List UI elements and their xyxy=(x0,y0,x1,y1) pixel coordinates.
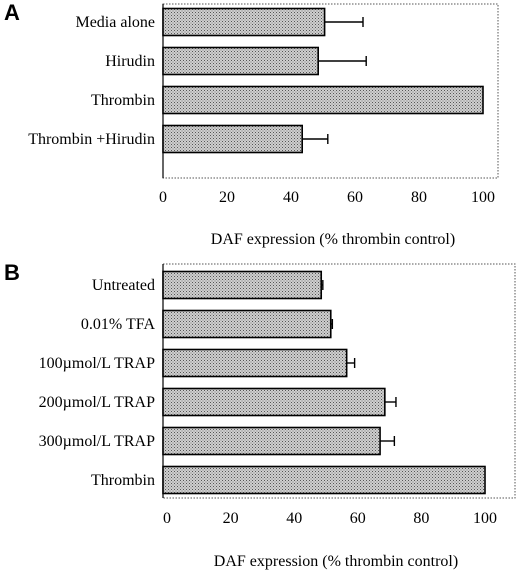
panel-b-bar xyxy=(162,465,486,495)
panel-a-x-tick-label: 20 xyxy=(219,189,235,206)
panel-a-error-bar xyxy=(324,17,364,27)
panel-a-letter: A xyxy=(4,0,20,25)
panel-a-bar xyxy=(162,46,319,76)
panel-a-error-bar xyxy=(302,134,329,144)
panel-a-x-tick-label: 80 xyxy=(411,189,427,206)
panel-b-category-label: 200µmol/L TRAP xyxy=(39,394,155,411)
panel-b-category-label: 0.01% TFA xyxy=(81,316,156,333)
panel-b-bar xyxy=(162,348,348,378)
panel-a-category-label: Media alone xyxy=(75,14,155,31)
panel-b-category-label: Thrombin xyxy=(91,472,155,489)
panel-b-bar xyxy=(162,387,386,417)
panel-b-bar xyxy=(162,426,381,456)
panel-a-x-tick-label: 40 xyxy=(283,189,299,206)
panel-a-bar xyxy=(162,124,303,154)
panel-b-x-tick-label: 40 xyxy=(286,510,302,527)
panel-b-x-tick-label: 80 xyxy=(413,510,429,527)
panel-b-x-tick-label: 60 xyxy=(350,510,366,527)
panel-b-letter: B xyxy=(4,260,20,285)
panel-a-category-label: Thrombin xyxy=(91,92,155,109)
panel-b-error-bar xyxy=(380,436,396,446)
panel-b-x-tick-label: 100 xyxy=(473,510,497,527)
panel-b-category-label: 100µmol/L TRAP xyxy=(39,355,155,372)
panel-b-error-bar xyxy=(330,319,334,329)
panel-b-plot-frame xyxy=(162,263,516,499)
panel-b-x-tick-label: 0 xyxy=(163,510,171,527)
panel-a-x-tick-label: 100 xyxy=(471,189,495,206)
panel-a-bar xyxy=(162,7,326,37)
panel-b-error-bar xyxy=(346,358,356,368)
panel-b-category-label: 300µmol/L TRAP xyxy=(39,433,155,450)
panel-a-bar xyxy=(162,85,484,115)
panel-a-x-axis-title: DAF expression (% thrombin control) xyxy=(211,231,455,248)
panel-b-x-tick-label: 20 xyxy=(223,510,239,527)
panel-b-error-bar xyxy=(384,397,397,407)
panel-b-x-axis-title: DAF expression (% thrombin control) xyxy=(214,553,458,570)
panel-b-error-bar xyxy=(321,280,324,290)
panel-b-bar xyxy=(162,270,323,300)
panel-a-category-label: Hirudin xyxy=(105,53,155,70)
panel-b-chart: Untreated 0.01% TFA 100µmol/L TRAP 200µmol/… xyxy=(39,263,516,570)
panel-a-error-bar xyxy=(318,56,367,66)
panel-b-bar xyxy=(162,309,332,339)
panel-a-x-tick-label: 0 xyxy=(159,189,167,206)
panel-a-x-tick-label: 60 xyxy=(347,189,363,206)
panel-a-chart: Media alone Hirudin Thrombin Thrombin +Hiru… xyxy=(28,3,499,248)
panel-a-category-label: Thrombin +Hirudin xyxy=(28,131,155,148)
panel-b-category-label: Untreated xyxy=(92,277,155,294)
